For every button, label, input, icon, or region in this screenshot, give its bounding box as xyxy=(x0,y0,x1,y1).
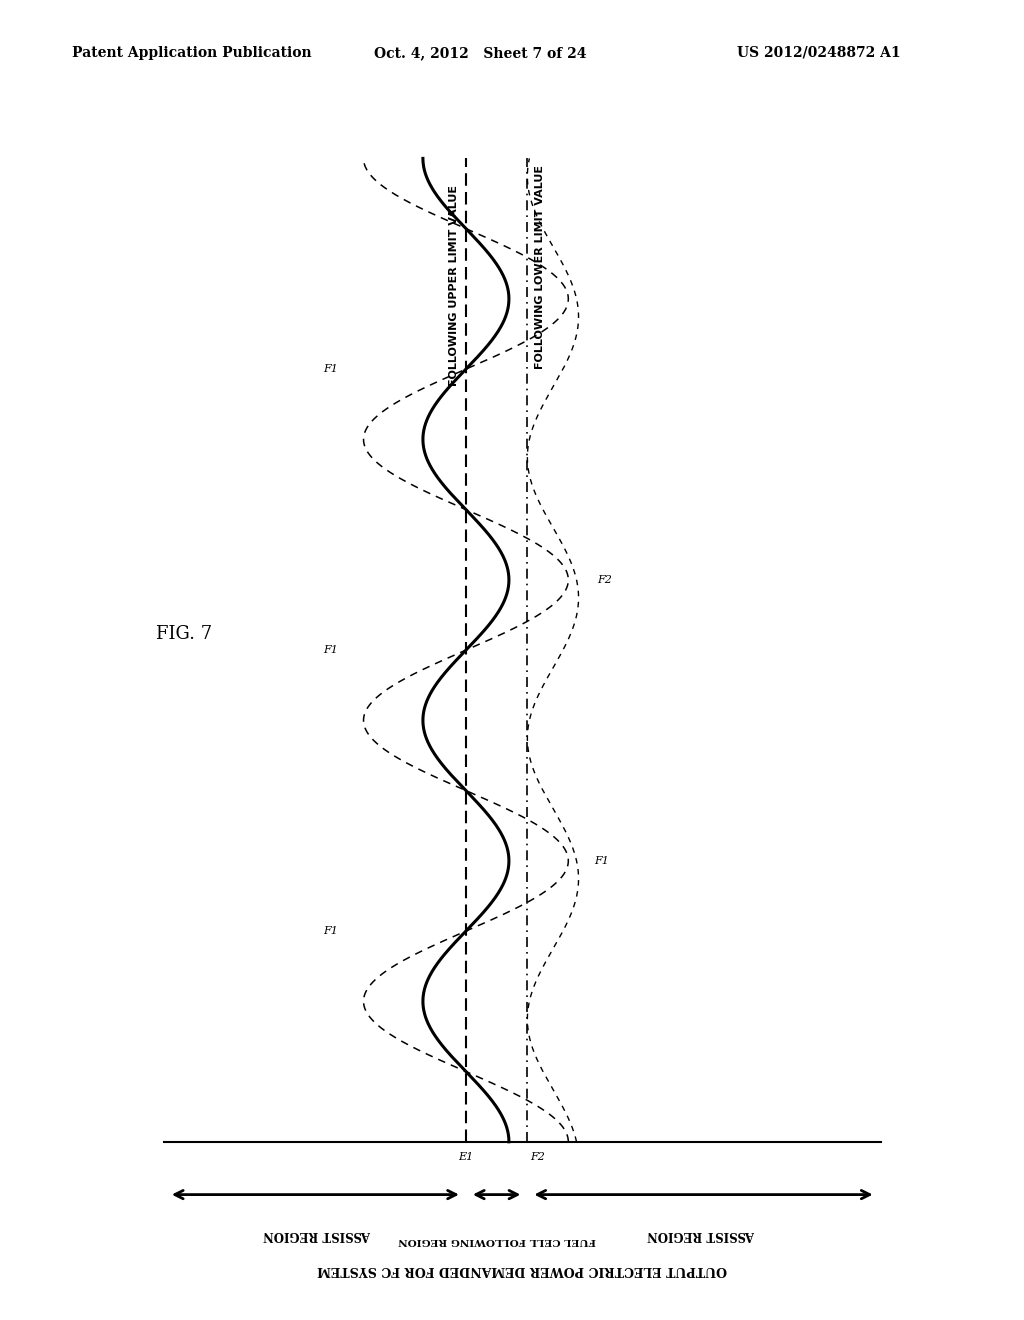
Text: F1: F1 xyxy=(323,927,338,936)
Text: F1: F1 xyxy=(323,645,338,655)
Text: FOLLOWING LOWER LIMIT VALUE: FOLLOWING LOWER LIMIT VALUE xyxy=(535,165,545,370)
Text: US 2012/0248872 A1: US 2012/0248872 A1 xyxy=(737,46,901,59)
Text: ASSIST REGION: ASSIST REGION xyxy=(263,1228,372,1241)
Text: F1: F1 xyxy=(594,855,609,866)
Text: F1: F1 xyxy=(323,364,338,374)
Text: FUEL CELL FOLLOWING REGION: FUEL CELL FOLLOWING REGION xyxy=(397,1237,596,1245)
Text: FOLLOWING UPPER LIMIT VALUE: FOLLOWING UPPER LIMIT VALUE xyxy=(449,185,459,385)
Text: E1: E1 xyxy=(459,1152,473,1163)
Text: FIG. 7: FIG. 7 xyxy=(157,624,212,643)
Text: F2: F2 xyxy=(597,574,612,585)
Text: F2: F2 xyxy=(530,1152,545,1163)
Text: Oct. 4, 2012   Sheet 7 of 24: Oct. 4, 2012 Sheet 7 of 24 xyxy=(374,46,587,59)
Text: ASSIST REGION: ASSIST REGION xyxy=(647,1228,756,1241)
Text: OUTPUT ELECTRIC POWER DEMANDED FOR FC SYSTEM: OUTPUT ELECTRIC POWER DEMANDED FOR FC SY… xyxy=(317,1263,727,1276)
Text: Patent Application Publication: Patent Application Publication xyxy=(72,46,311,59)
